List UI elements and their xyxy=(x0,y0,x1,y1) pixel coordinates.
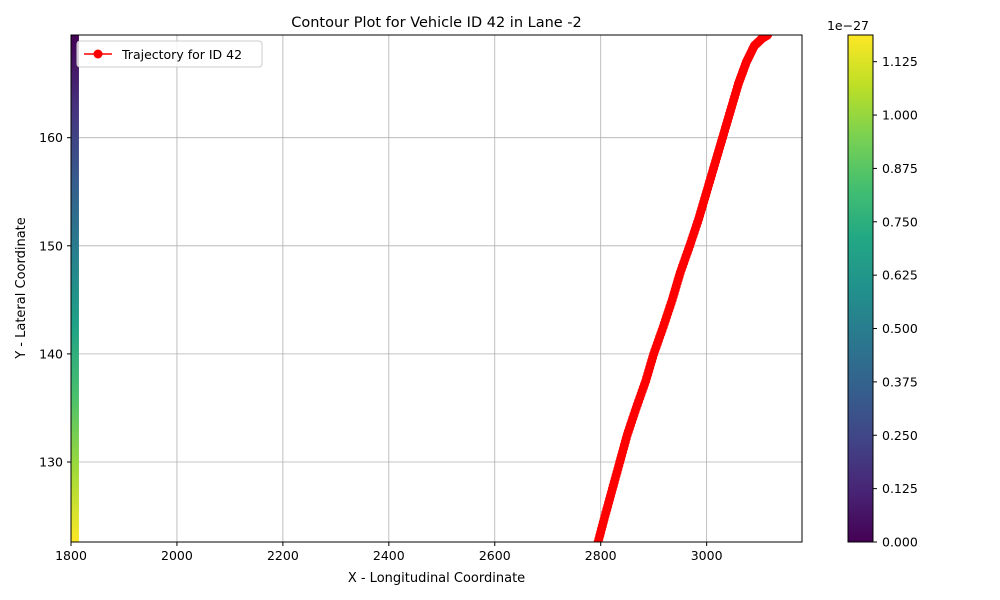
colorbar-ticks: 0.000 0.125 0.250 0.375 0.500 0.625 0.750 0.875… xyxy=(873,54,918,550)
x-tick-label: 2000 xyxy=(161,548,193,563)
colorbar-tick-label: 0.500 xyxy=(882,321,918,336)
x-tick-label: 3000 xyxy=(691,548,723,563)
legend-label: Trajectory for ID 42 xyxy=(121,47,242,62)
legend: Trajectory for ID 42 xyxy=(76,40,263,68)
colorbar-tick-label: 0.375 xyxy=(882,374,918,389)
colorbar: 0.000 0.125 0.250 0.375 0.500 0.625 0.750 0.875… xyxy=(827,18,918,550)
x-tick-label: 2200 xyxy=(267,548,299,563)
legend-box xyxy=(76,40,263,68)
colorbar-tick-label: 0.250 xyxy=(882,428,918,443)
colorbar-tick-label: 0.750 xyxy=(882,214,918,229)
y-tick-label: 130 xyxy=(39,455,63,470)
y-tick-label: 150 xyxy=(39,238,63,253)
chart-title: Contour Plot for Vehicle ID 42 in Lane -… xyxy=(291,15,582,31)
trajectory-point xyxy=(763,35,773,40)
grid-lines xyxy=(70,35,802,542)
x-tick-label: 2800 xyxy=(585,548,617,563)
colorbar-tick-label: 0.125 xyxy=(882,481,918,496)
contour-band xyxy=(71,35,79,542)
colorbar-tick-label: 0.625 xyxy=(882,268,918,283)
colorbar-tick-label: 0.875 xyxy=(882,161,918,176)
x-axis-label: X - Longitudinal Coordinate xyxy=(348,571,525,586)
x-axis-ticks: 1800 2000 2200 2400 2600 2800 3000 xyxy=(55,542,723,563)
colorbar-tick-label: 0.000 xyxy=(882,535,918,550)
contour-fill xyxy=(71,35,79,542)
x-tick-label: 2600 xyxy=(479,548,511,563)
colorbar-gradient xyxy=(847,34,874,543)
legend-marker xyxy=(93,49,103,59)
trajectory-series xyxy=(593,35,773,542)
trajectory-line xyxy=(597,35,768,542)
plot-frame xyxy=(70,34,803,543)
colorbar-multiplier: 1e−27 xyxy=(827,18,869,33)
colorbar-tick-label: 1.125 xyxy=(882,54,918,69)
y-tick-label: 140 xyxy=(39,346,63,361)
y-axis-label: Y - Lateral Coordinate xyxy=(14,217,29,360)
x-tick-label: 2400 xyxy=(373,548,405,563)
colorbar-tick-label: 1.000 xyxy=(882,108,918,123)
x-tick-label: 1800 xyxy=(55,548,87,563)
y-axis-ticks: 130 140 150 160 xyxy=(39,130,71,470)
y-tick-label: 160 xyxy=(39,130,63,145)
